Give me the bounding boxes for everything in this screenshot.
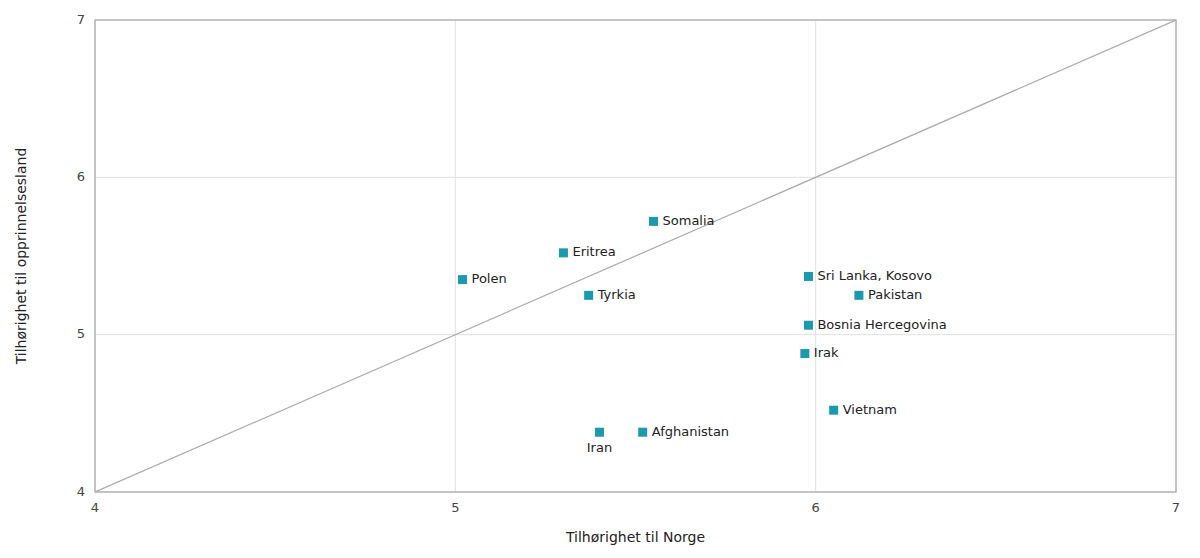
x-grid-line [455,20,456,492]
point [800,349,809,358]
grid [95,20,1176,492]
plot-area [95,20,1176,492]
y-axis-label: Tilhørighet til opprinnelsesland [13,148,29,366]
point-label: Sri Lanka, Kosovo [817,268,932,283]
point-label: Irak [814,345,839,360]
point-label: Somalia [663,213,715,228]
plot-frame [95,20,1176,492]
x-axis-label: Tilhørighet til Norge [565,529,705,545]
point [595,428,604,437]
point-label: Vietnam [843,402,897,417]
point-label: Polen [472,271,507,286]
point [559,248,568,257]
point-label: Afghanistan [652,424,729,439]
y-tick-label: 6 [77,169,85,184]
reference-line [95,20,1176,492]
point [649,217,658,226]
plot-background [95,20,1176,492]
y-grid-line [95,334,1176,335]
tick-labels: 4 5 6 7 4 5 6 7 [77,12,1180,516]
point [458,275,467,284]
y-tick-label: 5 [77,326,85,341]
point-label: Eritrea [572,244,615,259]
x-tick-label: 7 [1172,500,1180,515]
point-labels: Polen Eritrea Somalia Tyrkia Sri Lanka, Koso… [472,213,947,455]
y-tick-label: 7 [77,12,85,27]
point [638,428,647,437]
point [829,406,838,415]
chart: 4 5 6 7 4 5 6 7 Polen Eritrea Somalia Tyrkia Sri Lan… [0,0,1200,558]
x-tick-label: 6 [812,500,820,515]
x-grid-line [815,20,816,492]
point-label: Tyrkia [597,287,636,302]
point-label: Iran [587,440,612,455]
point [854,291,863,300]
point [804,272,813,281]
y-tick-label: 4 [77,484,85,499]
x-tick-label: 4 [91,500,99,515]
point-label: Bosnia Hercegovina [817,317,946,332]
point-label: Pakistan [868,287,922,302]
point [584,291,593,300]
x-tick-label: 5 [451,500,459,515]
y-grid-line [95,177,1176,178]
point [804,321,813,330]
